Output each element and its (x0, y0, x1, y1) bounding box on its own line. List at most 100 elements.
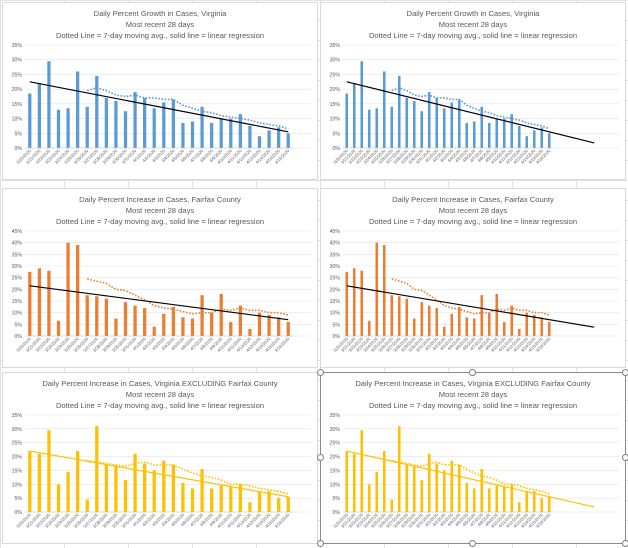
bar (181, 482, 185, 512)
bar (495, 485, 499, 512)
bar (171, 99, 175, 148)
bar (397, 296, 401, 336)
bar (472, 318, 476, 336)
chart-subtitle-legend-note: Dotted Line = 7-day moving avg., solid l… (368, 401, 578, 410)
bar (495, 118, 499, 148)
bar (510, 305, 514, 336)
y-tick-label: 0% (15, 334, 23, 340)
chart-plot-svg: 0%5%10%15%20%25%30%35%40%45%3/20/20203/2… (330, 229, 619, 353)
moving-average-line (391, 278, 550, 316)
bar (450, 102, 454, 148)
bar (123, 302, 128, 336)
bar (420, 302, 424, 336)
bar (367, 320, 371, 336)
bar (286, 322, 290, 336)
resize-handle-middle-right[interactable] (622, 454, 628, 461)
bar (525, 491, 529, 512)
y-tick-label: 30% (12, 58, 23, 64)
bar (277, 317, 281, 336)
y-tick-label: 20% (330, 455, 341, 461)
bar (133, 305, 137, 336)
chart-subtitle-legend-note: Dotted Line = 7-day moving avg., solid l… (55, 401, 265, 410)
bar (28, 93, 32, 148)
y-tick-label: 0% (333, 146, 341, 152)
bar (114, 318, 118, 336)
bar (152, 326, 156, 336)
bar (345, 271, 349, 336)
y-tick-label: 25% (12, 441, 23, 447)
bar (210, 122, 214, 148)
bar (104, 97, 108, 148)
chart-virginia-excl-fairfax-right-selected[interactable]: Daily Percent Increase in Cases, Virgini… (320, 372, 626, 544)
bar (76, 451, 80, 512)
bar (171, 306, 175, 336)
resize-handle-top-center[interactable] (469, 369, 476, 376)
bar (510, 114, 514, 148)
y-tick-label: 30% (330, 58, 341, 64)
bar (37, 83, 41, 148)
bar (472, 488, 476, 512)
bar (257, 136, 262, 148)
bar (450, 460, 454, 512)
regression-line (346, 81, 595, 144)
bar (532, 315, 536, 336)
resize-handle-top-right[interactable] (622, 369, 628, 376)
bar (56, 484, 61, 512)
bar (390, 106, 394, 148)
chart-subtitle: Most recent 28 days (125, 20, 195, 29)
chart-subtitle: Most recent 28 days (125, 390, 195, 399)
bar (547, 496, 551, 512)
bar (442, 326, 446, 336)
bar (104, 464, 108, 512)
bar (95, 75, 99, 148)
bar (510, 484, 514, 512)
chart-subtitle-legend-note: Dotted Line = 7-day moving avg., solid l… (368, 217, 578, 226)
bar (143, 308, 147, 336)
bar (487, 488, 491, 512)
bar (532, 130, 536, 148)
resize-handle-top-left[interactable] (317, 369, 324, 376)
y-tick-label: 5% (333, 131, 341, 137)
resize-handle-bottom-right[interactable] (622, 540, 628, 547)
y-tick-label: 35% (330, 43, 341, 49)
y-tick-label: 20% (12, 87, 23, 93)
chart-virginia-growth-right[interactable]: Daily Percent Growth in Cases, Virginia … (320, 2, 626, 180)
regression-line (29, 450, 289, 498)
moving-average-line (87, 459, 289, 495)
y-tick-label: 15% (330, 102, 341, 108)
chart-fairfax-left[interactable]: Daily Percent Increase in Cases, Fairfax… (2, 188, 318, 368)
y-tick-label: 30% (330, 427, 341, 433)
y-tick-label: 10% (330, 482, 341, 488)
regression-line (29, 81, 289, 133)
bar (420, 111, 424, 148)
y-tick-label: 35% (12, 413, 23, 419)
chart-fairfax-right[interactable]: Daily Percent Increase in Cases, Fairfax… (320, 188, 626, 368)
bar (540, 498, 544, 512)
bar (85, 295, 89, 336)
bar (95, 296, 99, 336)
y-tick-label: 15% (12, 299, 23, 305)
resize-handle-bottom-left[interactable] (317, 540, 324, 547)
bar (238, 305, 242, 336)
bar (162, 102, 166, 148)
y-tick-label: 15% (330, 299, 341, 305)
bar (210, 488, 214, 512)
bar (56, 320, 61, 336)
bar (375, 108, 379, 148)
bar (427, 453, 431, 512)
bar (352, 268, 356, 336)
resize-handle-bottom-center[interactable] (469, 540, 476, 547)
y-tick-label: 45% (12, 229, 23, 235)
bar (412, 100, 416, 148)
bar (152, 470, 156, 512)
chart-virginia-excl-fairfax-left[interactable]: Daily Percent Increase in Cases, Virgini… (2, 372, 318, 544)
bar (360, 430, 364, 512)
chart-virginia-growth-left[interactable]: Daily Percent Growth in Cases, Virginia … (2, 2, 318, 180)
y-tick-label: 20% (12, 455, 23, 461)
bar (472, 121, 476, 148)
chart-plot-svg: 0%5%10%15%20%25%30%35%3/20/20203/21/2020… (330, 43, 619, 165)
bar (540, 317, 544, 336)
bar (162, 460, 166, 512)
bar (123, 111, 128, 148)
resize-handle-middle-left[interactable] (317, 454, 324, 461)
